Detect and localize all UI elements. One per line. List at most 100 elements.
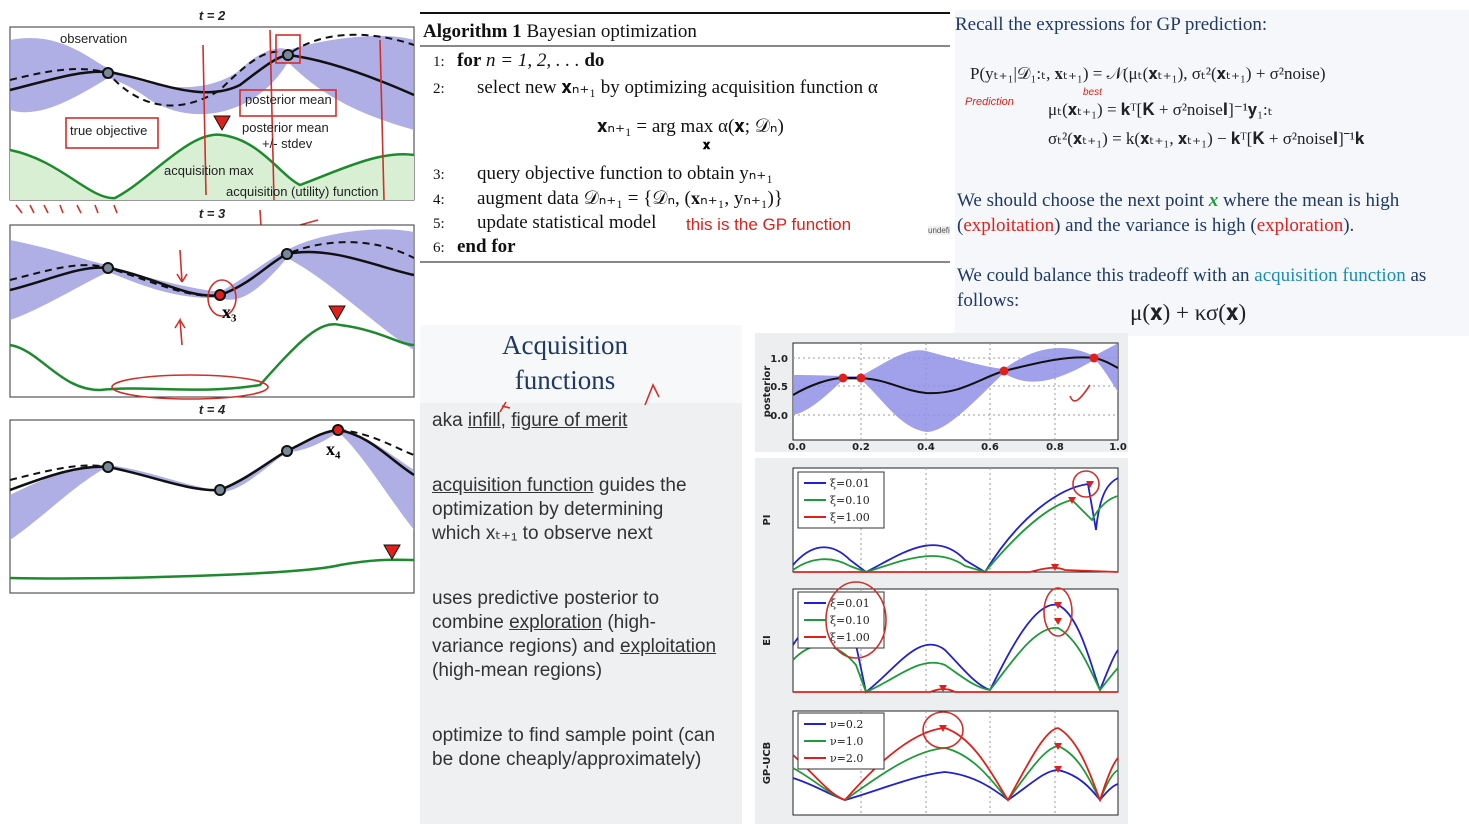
y-tick-label: 0.0 (770, 411, 788, 422)
text: be done cheaply/approximately) (432, 749, 702, 770)
step-text: query objective function to obtain yₙ₊₁ (477, 163, 773, 184)
label: posterior mean (242, 120, 329, 135)
shape (202, 44, 207, 196)
text: acquisition function (432, 475, 594, 496)
uncertainty-band (10, 229, 414, 350)
keyword: end for (457, 236, 516, 257)
annotation (922, 711, 964, 749)
curve (792, 727, 1119, 803)
x-tick-label: 0.4 (917, 442, 935, 453)
text: aka (432, 410, 468, 431)
step-num: 3: (433, 167, 445, 183)
legend-label: ξ=1.00 (830, 511, 870, 524)
formula: μ(𝐱) + κσ(𝐱) (1130, 300, 1247, 325)
text: which xₜ₊₁ to observe next (432, 523, 653, 544)
equation: P(yₜ₊₁|𝒟₁:ₜ, 𝐱ₜ₊₁) = 𝒩(μₜ(𝐱ₜ₊₁), σₜ²(𝐱ₜ₊… (970, 64, 1326, 83)
legend-label: ξ=0.01 (830, 597, 870, 610)
y-axis-label: PI (762, 514, 773, 525)
observation (1089, 353, 1099, 363)
uncertainty-band (793, 343, 1118, 432)
text: figure of merit (511, 410, 628, 431)
y-tick-label: 0.5 (770, 382, 788, 393)
label: acquisition (utility) function (226, 184, 378, 199)
shape (275, 34, 301, 64)
max-marker (1051, 564, 1059, 571)
text: We should choose the next point (957, 190, 1209, 211)
label: true objective (70, 123, 147, 138)
text: (high-mean regions) (432, 660, 603, 681)
title-bold: Algorithm 1 (423, 21, 522, 42)
text: ( (957, 215, 964, 236)
curve (793, 566, 1119, 573)
step-num: 1: (433, 54, 445, 70)
shape: 5: update statistical model (433, 212, 656, 234)
text: variance regions) and (432, 636, 620, 657)
algorithm-title: Algorithm 1 Bayesian optimization (423, 21, 697, 43)
shape (379, 39, 385, 201)
step-text: select new 𝐱ₙ₊₁ by optimizing acquisitio… (477, 77, 878, 98)
observation (102, 67, 114, 79)
text: ). (1343, 215, 1355, 236)
shape: 1: for n = 1, 2, . . . do (433, 50, 604, 72)
legend-label: ν=1.0 (830, 735, 863, 748)
shape (239, 89, 337, 117)
step-num: 6: (433, 240, 445, 256)
max-marker (939, 725, 947, 732)
y-axis-label: EI (762, 635, 773, 646)
step-text: update statistical model (477, 212, 657, 233)
legend-label: ξ=0.10 (830, 614, 870, 627)
text: uses predictive posterior to (432, 588, 660, 609)
annotation (825, 581, 887, 659)
bullet: acquisition function guides the optimizat… (432, 474, 687, 546)
annotation (1072, 470, 1100, 498)
max-marker (1086, 481, 1094, 488)
point-label: x₃ (222, 302, 237, 322)
step-num: 4: (433, 192, 445, 208)
equation-sub: 𝐱 (703, 137, 711, 152)
panel-title: t = 3 (199, 206, 226, 221)
shape (65, 117, 159, 149)
text: exploitation (963, 215, 1055, 236)
shape: 3: query objective function to obtain yₙ₊… (433, 162, 773, 185)
shape (174, 249, 188, 346)
handwritten: Prediction (965, 96, 1014, 108)
shape: 4: augment data 𝒟ₙ₊₁ = {𝒟ₙ, (𝐱ₙ₊₁, yₙ₊₁)} (433, 187, 783, 210)
paragraph: We could balance this tradeoff with an a… (957, 263, 1426, 313)
label: +/- stdev (262, 136, 313, 151)
text: acquisition function (1254, 265, 1406, 286)
text: Acquisition (502, 330, 628, 360)
paragraph: We should choose the next point x where … (957, 188, 1399, 238)
posterior-mean (9, 428, 415, 492)
observation (281, 445, 293, 457)
step-num: 5: (433, 216, 445, 232)
step-num: 2: (433, 81, 445, 97)
true-objective (9, 33, 415, 107)
curve (792, 627, 1119, 694)
bullet: optimize to find sample point (can be don… (432, 724, 715, 772)
slide-bg (420, 325, 742, 824)
title: Bayesian optimization (526, 21, 697, 42)
curve (792, 495, 1119, 574)
point-label: x₄ (326, 439, 341, 459)
legend-label: ξ=0.01 (830, 477, 870, 490)
max-marker (939, 685, 947, 692)
shape (269, 29, 275, 201)
max-marker (1054, 618, 1062, 625)
text: ) and the variance is high ( (1054, 215, 1257, 236)
panel-title: t = 4 (199, 402, 226, 417)
text: optimization by determining (432, 499, 664, 520)
observation (214, 484, 226, 496)
text: functions (514, 365, 616, 395)
text: (high- (602, 612, 656, 633)
tag: undefi (928, 226, 950, 235)
acquisition-max (383, 544, 401, 561)
max-marker (1054, 743, 1062, 750)
max-marker (1068, 497, 1076, 504)
true-objective (9, 241, 415, 297)
text: follows: (957, 290, 1020, 311)
annotations (499, 383, 660, 413)
acquisition-fill (10, 134, 414, 200)
label: posterior mean (245, 92, 332, 107)
shape: 2: select new 𝐱ₙ₊₁ by optimizing acquisit… (433, 76, 878, 99)
